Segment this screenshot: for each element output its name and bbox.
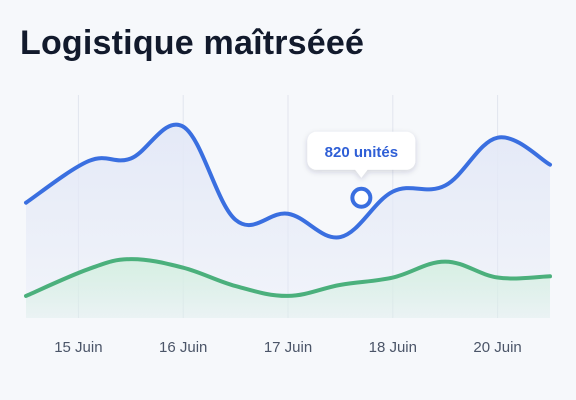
tooltip-pointer [354, 168, 369, 178]
tooltip-box [307, 131, 416, 170]
series-line-1 [24, 122, 552, 240]
x-tick-label: 16 Juin [159, 339, 207, 356]
series-line-2 [24, 257, 552, 298]
x-tick-label: 17 Juin [264, 339, 312, 356]
tooltip-label: 820 unités [325, 144, 398, 161]
x-tick-label: 20 Juin [473, 339, 521, 356]
chart-title: Logistique maîtrséeé [20, 24, 365, 62]
tooltip [307, 131, 416, 178]
series-area-2 [26, 259, 550, 318]
x-tick-label: 18 Juin [369, 339, 417, 356]
tooltip-marker [350, 186, 373, 209]
x-tick-label: 15 Juin [54, 339, 102, 356]
